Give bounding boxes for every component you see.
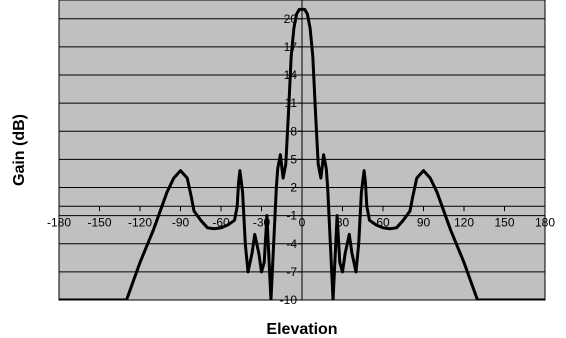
y-axis-title: Gain (dB) bbox=[11, 114, 28, 186]
x-axis-title: Elevation bbox=[266, 321, 337, 338]
x-tick-label: -150 bbox=[87, 215, 111, 229]
x-tick-label: 180 bbox=[535, 215, 555, 229]
y-tick-label: -4 bbox=[286, 237, 297, 251]
y-tick-label: 11 bbox=[285, 96, 298, 110]
y-tick-label: -1 bbox=[286, 209, 297, 223]
x-tick-label: 30 bbox=[336, 215, 350, 229]
y-tick-label: 2 bbox=[290, 181, 297, 195]
x-tick-label: 90 bbox=[417, 215, 431, 229]
y-tick-label: 5 bbox=[290, 152, 297, 166]
x-tick-label: -90 bbox=[172, 215, 190, 229]
x-tick-label: 150 bbox=[494, 215, 514, 229]
y-tick-label: -7 bbox=[286, 265, 297, 279]
x-tick-label: -180 bbox=[47, 215, 71, 229]
y-tick-label: -10 bbox=[280, 293, 298, 307]
x-tick-label: -120 bbox=[128, 215, 152, 229]
y-tick-label: 8 bbox=[290, 124, 297, 138]
x-tick-label: 120 bbox=[454, 215, 474, 229]
series-line bbox=[59, 7, 545, 300]
